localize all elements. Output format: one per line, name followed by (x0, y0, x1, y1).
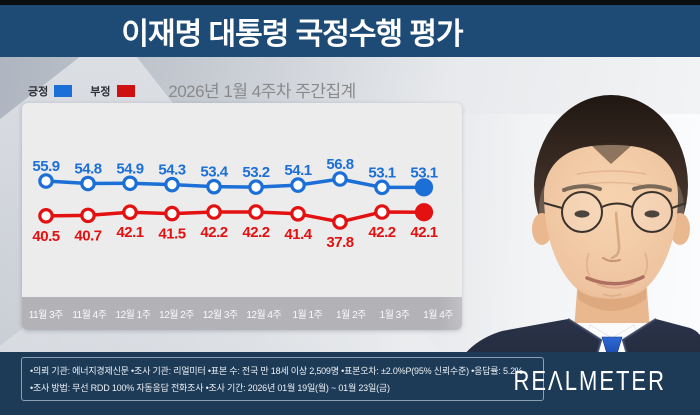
x-axis-band: 11월 3주 11월 4주 12월 1주 12월 2주 12월 3주 12월 4주 1월 1… (22, 297, 462, 330)
value-label: 40.5 (32, 228, 59, 245)
data-point (248, 179, 264, 195)
series-line (45, 210, 425, 224)
data-point (374, 204, 390, 220)
axis-label: 12월 2주 (159, 310, 195, 321)
legend: 긍정 부정 (28, 83, 135, 99)
negative-swatch (116, 85, 135, 97)
data-point (374, 179, 390, 196)
realmeter-logo: REΛLMETER (513, 364, 666, 396)
value-label: 42.2 (200, 224, 227, 241)
top-black-strip (0, 0, 700, 5)
survey-info-box: •의뢰 기관: 에너지경제신문 •조사 기관: 리얼미터 •표본 수: 전국 만… (21, 357, 544, 401)
value-label: 41.4 (284, 226, 312, 243)
value-label: 54.3 (158, 162, 185, 179)
value-label: 42.1 (410, 224, 437, 241)
data-point (38, 208, 54, 224)
data-point (248, 204, 264, 220)
chart-section: 긍정 부정 2026년 1월 4주차 주간집계 55.9 54.8 54.9 54.3… (0, 29, 700, 415)
axis-label: 12월 4주 (246, 310, 282, 321)
value-label: 42.2 (368, 224, 395, 241)
axis-label: 12월 3주 (202, 310, 238, 321)
data-point (206, 178, 222, 195)
series-line (45, 177, 424, 190)
axis-label: 11월 4주 (72, 310, 107, 321)
data-point (122, 204, 138, 221)
value-label: 53.1 (410, 164, 437, 181)
data-point (206, 204, 222, 220)
value-label: 53.4 (200, 164, 228, 181)
positive-swatch (54, 85, 73, 97)
value-label: 42.2 (242, 224, 269, 241)
data-point (332, 171, 348, 187)
value-label: 42.1 (116, 224, 143, 241)
data-point (414, 203, 434, 222)
data-point (290, 206, 306, 222)
footer-band: •의뢰 기관: 에너지경제신문 •조사 기관: 리얼미터 •표본 수: 전국 만… (0, 352, 700, 415)
data-point (290, 177, 306, 193)
axis-label: 11월 3주 (28, 310, 64, 321)
data-point (80, 207, 96, 224)
value-label: 55.9 (32, 158, 59, 175)
axis-label: 1월 3주 (379, 310, 410, 321)
value-label: 41.5 (158, 226, 185, 243)
axis-label: 12월 1주 (115, 310, 151, 321)
value-label: 56.8 (326, 156, 353, 173)
value-label: 54.1 (284, 162, 311, 179)
legend-positive-label: 긍정 (28, 86, 49, 98)
chart-panel: 55.9 54.8 54.9 54.3 53.4 53.2 54.1 56.8 53.1 53.1… (22, 103, 462, 330)
page-title: 이재명 대통령 국정수행 평가 (121, 18, 463, 51)
value-label: 53.1 (368, 164, 395, 181)
value-label: 53.2 (242, 164, 269, 181)
axis-label: 1월 2주 (336, 310, 366, 321)
axis-label: 1월 1주 (292, 310, 323, 321)
value-label: 40.7 (74, 227, 101, 244)
header-band: 이재명 대통령 국정수행 평가 (0, 5, 700, 57)
data-point (122, 175, 138, 192)
legend-negative-label: 부정 (90, 86, 111, 98)
data-point (332, 214, 348, 230)
line-chart: 55.9 54.8 54.9 54.3 53.4 53.2 54.1 56.8 53.1 53.1… (32, 156, 438, 251)
data-point (80, 175, 96, 192)
chart-subtitle: 2026년 1월 4주차 주간집계 (168, 82, 356, 101)
value-label: 54.9 (116, 160, 143, 177)
value-label: 54.8 (74, 161, 101, 178)
data-point (414, 178, 434, 197)
survey-info-line-1: •의뢰 기관: 에너지경제신문 •조사 기관: 리얼미터 •표본 수: 전국 만… (30, 366, 523, 376)
axis-label: 1월 4주 (423, 310, 454, 321)
data-point (164, 205, 180, 222)
value-label: 37.8 (326, 234, 353, 251)
survey-info-line-2: •조사 방법: 무선 RDD 100% 자동응답 전화조사 •조사 기간: 20… (30, 383, 390, 394)
data-point (38, 173, 54, 189)
data-point (164, 176, 180, 193)
